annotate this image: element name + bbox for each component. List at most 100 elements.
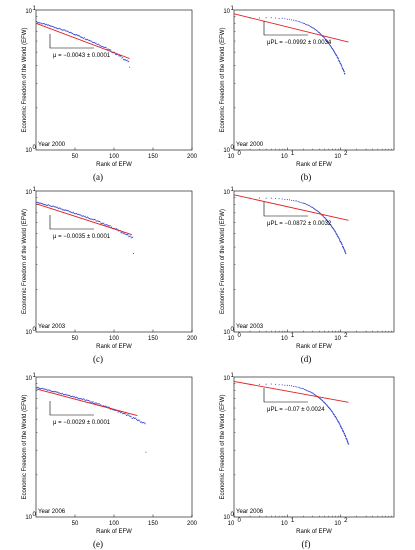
data-point-d xyxy=(281,198,283,200)
data-point-e xyxy=(121,411,123,413)
data-point-e xyxy=(65,393,67,395)
x-axis-label-e: Rank of EFW xyxy=(96,529,132,535)
data-point-d xyxy=(333,228,335,231)
data-point-e xyxy=(76,396,78,398)
data-point-b xyxy=(309,26,311,28)
x-tick-label-f: 10 xyxy=(334,521,341,527)
data-point-e xyxy=(45,388,47,390)
y-axis-label-d: Economic Freedom of the World (EFW) xyxy=(220,209,226,314)
data-point-f xyxy=(336,419,338,421)
data-point-b xyxy=(344,72,346,75)
data-point-b xyxy=(313,28,315,30)
data-point-c xyxy=(132,253,135,255)
data-point-b xyxy=(307,24,309,26)
data-point-f xyxy=(309,391,311,393)
data-point-f xyxy=(324,402,326,404)
data-point-a xyxy=(48,25,50,27)
x-axis-label-f: Rank of EFW xyxy=(296,529,332,535)
data-point-c xyxy=(44,203,46,206)
y-tick-exp-top-a: 1 xyxy=(33,6,37,12)
data-point-c xyxy=(86,216,89,218)
data-point-b xyxy=(320,33,322,35)
data-point-d xyxy=(335,231,337,233)
data-point-e xyxy=(117,411,119,413)
data-point-f xyxy=(292,385,294,387)
data-point-a xyxy=(70,31,72,34)
plot-frame-a xyxy=(35,9,193,151)
data-point-a xyxy=(68,31,70,33)
data-point-a xyxy=(73,34,75,36)
data-point-e xyxy=(85,399,87,401)
data-point-a xyxy=(125,59,127,61)
y-tick-exp-bottom-f: 0 xyxy=(231,512,235,518)
data-point-b xyxy=(336,55,338,57)
x-axis-label-a: Rank of EFW xyxy=(96,162,132,168)
data-point-f xyxy=(347,441,349,443)
data-point-f xyxy=(340,425,342,427)
data-point-b xyxy=(270,17,272,19)
data-point-b xyxy=(301,22,303,24)
data-point-d xyxy=(294,200,296,202)
data-point-a xyxy=(74,34,76,36)
data-point-d xyxy=(313,208,315,210)
data-point-c xyxy=(49,205,51,207)
data-point-b xyxy=(308,25,311,27)
data-point-d xyxy=(284,198,286,200)
data-point-f xyxy=(258,383,261,385)
data-point-c xyxy=(37,202,39,204)
data-point-d xyxy=(344,250,346,252)
data-point-e xyxy=(125,415,128,417)
data-point-f xyxy=(299,387,301,389)
data-point-e xyxy=(125,413,127,415)
data-point-b xyxy=(296,20,298,22)
data-point-b xyxy=(274,17,277,19)
data-point-a xyxy=(59,28,61,30)
data-point-a xyxy=(97,43,99,45)
x-tick-label-a: 150 xyxy=(148,154,159,160)
data-point-e xyxy=(48,389,50,391)
data-point-c xyxy=(56,206,58,208)
data-point-d xyxy=(329,222,331,224)
data-point-e xyxy=(138,419,140,421)
data-point-a xyxy=(40,22,42,24)
fit-line-b xyxy=(233,13,349,43)
data-point-c xyxy=(47,204,50,206)
data-point-a xyxy=(119,55,121,57)
y-tick-exp-top-c: 1 xyxy=(33,187,37,193)
data-point-a xyxy=(56,28,58,30)
data-point-d xyxy=(307,204,309,206)
data-point-c xyxy=(42,203,44,205)
data-point-c xyxy=(98,220,100,223)
data-point-d xyxy=(233,197,235,199)
data-point-f xyxy=(294,385,296,388)
x-tick-exp-f: 1 xyxy=(291,518,295,524)
data-point-c xyxy=(83,215,85,217)
data-point-a xyxy=(102,46,104,48)
data-point-a xyxy=(54,27,56,29)
data-point-d xyxy=(337,236,339,238)
y-tick-label-bottom-a: 10 xyxy=(25,148,32,154)
annotation-bracket-c xyxy=(49,215,94,230)
y-tick-exp-bottom-c: 0 xyxy=(33,327,37,333)
data-point-b xyxy=(332,48,334,51)
data-point-a xyxy=(97,44,99,46)
data-point-d xyxy=(340,241,342,243)
data-point-d xyxy=(300,201,302,203)
data-point-a xyxy=(127,61,129,63)
year-label-f: Year 2006 xyxy=(236,509,264,515)
y-tick-exp-top-d: 1 xyxy=(231,187,235,193)
data-point-f xyxy=(346,438,348,440)
data-point-d xyxy=(341,244,343,246)
data-point-b xyxy=(299,21,301,23)
data-point-c xyxy=(38,202,40,204)
y-axis-label-a: Economic Freedom of the World (EFW) xyxy=(22,28,28,133)
data-point-b xyxy=(265,17,267,19)
data-point-a xyxy=(46,24,48,26)
y-tick-exp-top-f: 1 xyxy=(231,373,235,379)
data-point-c xyxy=(44,203,46,206)
data-point-c xyxy=(60,208,62,210)
data-point-e xyxy=(83,398,85,400)
data-point-d xyxy=(296,200,298,202)
data-point-f xyxy=(307,390,309,392)
